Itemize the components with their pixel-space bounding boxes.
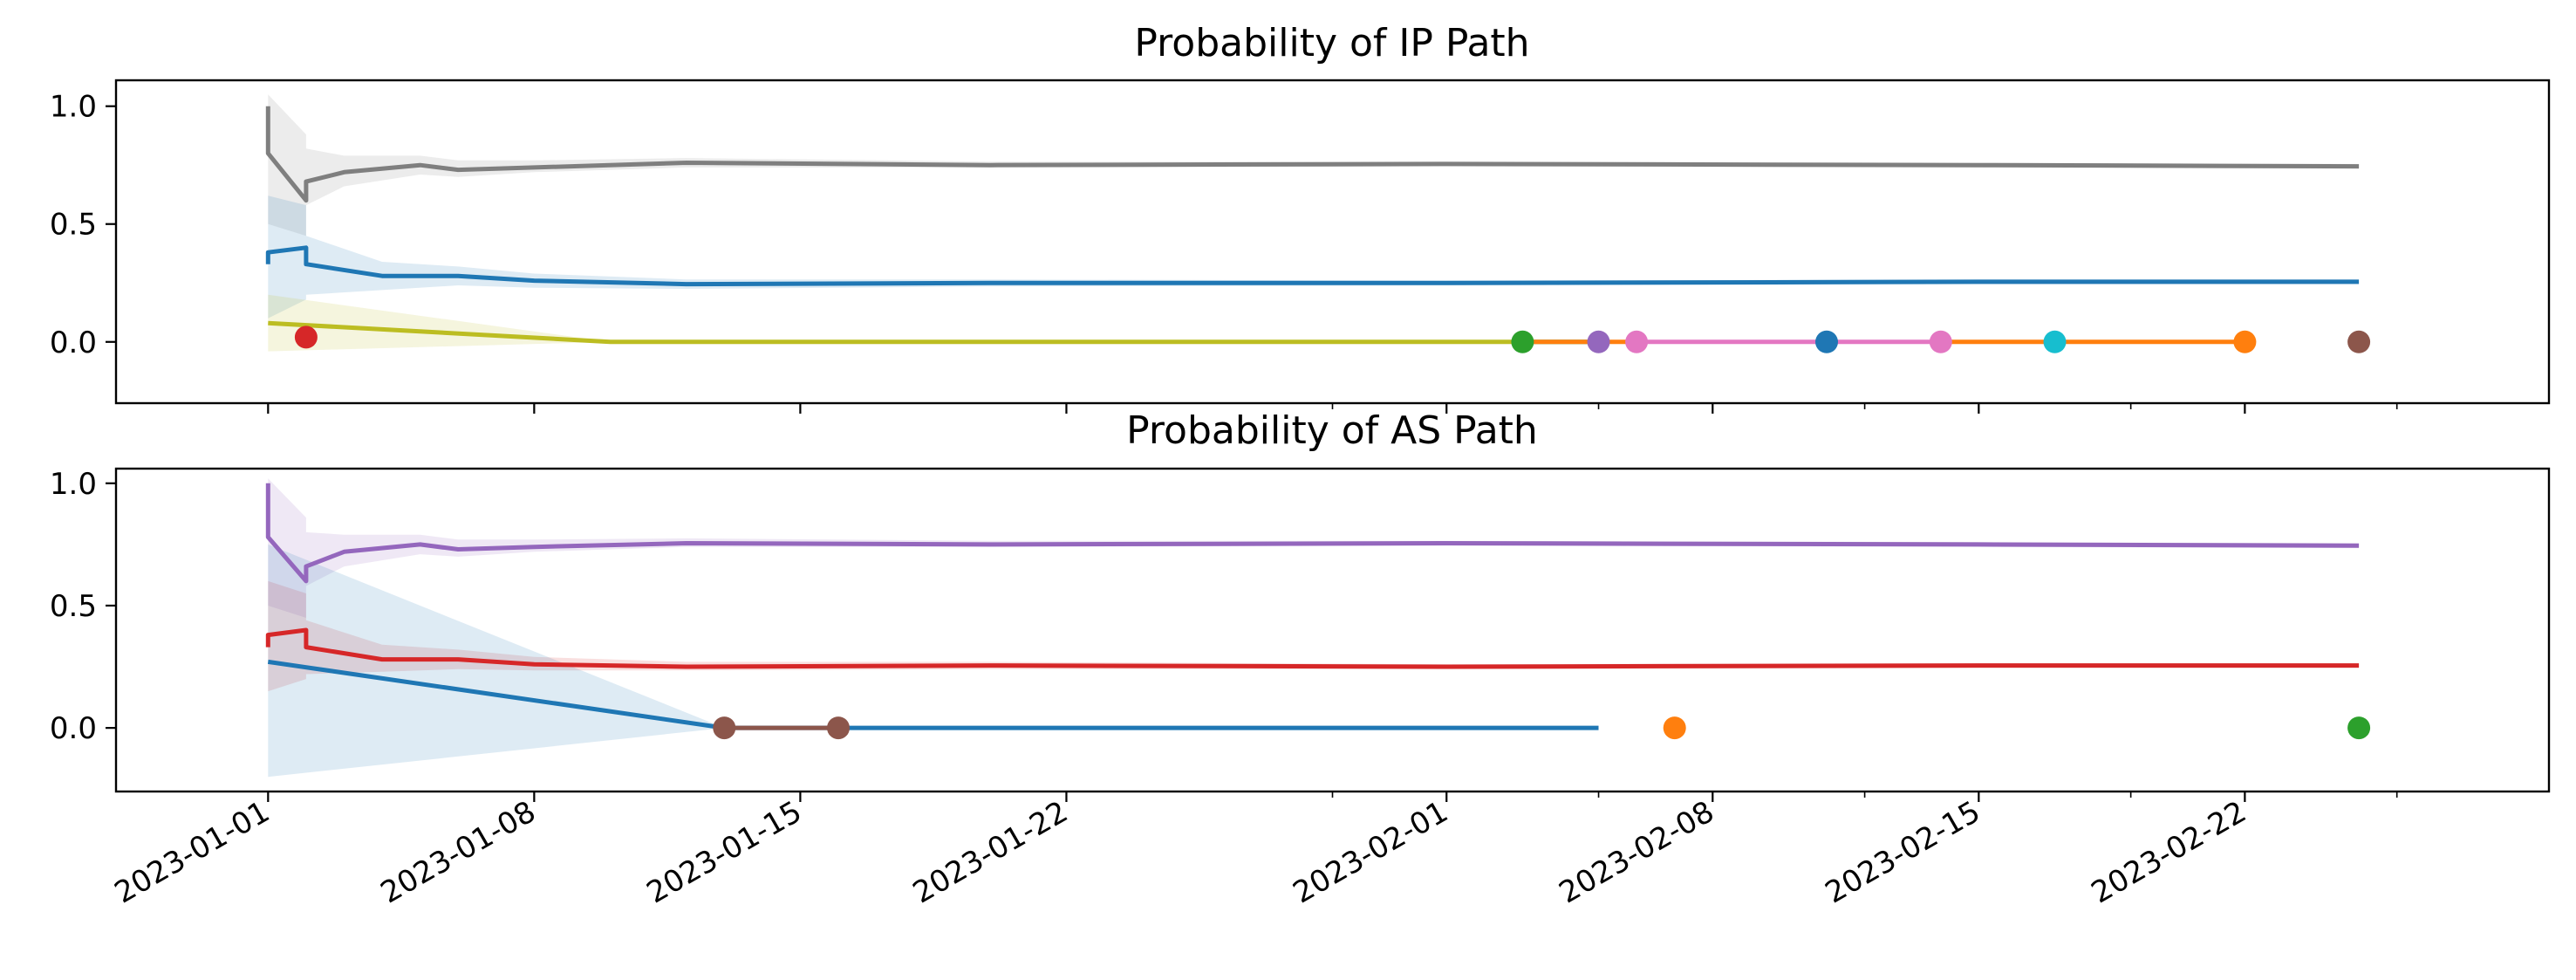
ip-path-band-2 xyxy=(268,294,1523,352)
ip-path-marker-point-6 xyxy=(2043,330,2067,353)
ip-path-marker-point-1 xyxy=(1511,330,1534,353)
ip-path-title: Probability of IP Path xyxy=(1134,21,1529,65)
as-path-y-tick-label-2: 0.0 xyxy=(50,711,97,746)
ip-path-series-line-0 xyxy=(265,106,2360,203)
as-path-band-2 xyxy=(268,544,1599,778)
ip-path-series-line-1 xyxy=(265,245,2360,287)
as-path-marker-point-0 xyxy=(713,716,736,740)
ip-path-marker-point-3 xyxy=(1625,330,1649,353)
ip-path-panel: Probability of IP Path 1.0 0.5 0.0 xyxy=(50,21,2551,414)
as-path-marker-point-3 xyxy=(2347,716,2371,740)
ip-path-marker-point-7 xyxy=(2233,330,2257,353)
ip-path-marker-point-8 xyxy=(2347,330,2371,353)
as-path-y-tick-label-0: 1.0 xyxy=(50,467,97,502)
as-path-marker-point-1 xyxy=(827,716,850,740)
ip-path-y-tick-label-0: 1.0 xyxy=(50,90,97,125)
as-path-series-line-1 xyxy=(265,627,2360,669)
ip-path-y-tick-label-1: 0.5 xyxy=(50,208,97,243)
ip-path-marker-point-2 xyxy=(1587,330,1610,353)
as-path-marker-point-2 xyxy=(1663,716,1686,740)
ip-path-axes: 1.0 0.5 0.0 xyxy=(50,90,2398,414)
ip-path-marker-point-0 xyxy=(294,326,318,349)
as-path-plot-area xyxy=(265,478,2371,778)
as-path-title: Probability of AS Path xyxy=(1126,408,1538,453)
as-path-series-line-0 xyxy=(265,483,2360,584)
ip-path-marker-point-5 xyxy=(1929,330,1952,353)
ip-path-plot-area xyxy=(265,94,2371,354)
ip-path-series-line-2 xyxy=(268,320,1523,345)
ip-path-marker-point-4 xyxy=(1815,330,1838,353)
ip-path-y-tick-label-2: 0.0 xyxy=(50,326,97,360)
as-path-y-tick-label-1: 0.5 xyxy=(50,589,97,624)
